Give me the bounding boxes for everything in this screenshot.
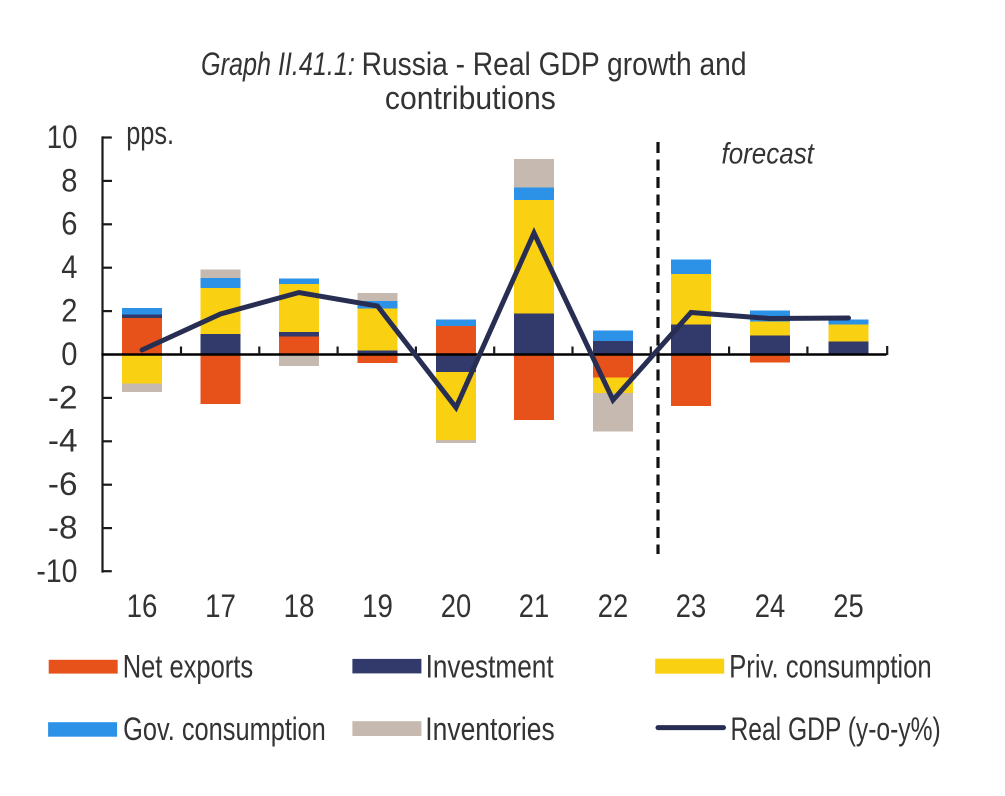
svg-text:17: 17	[205, 588, 236, 624]
svg-text:Net exports: Net exports	[123, 648, 253, 684]
svg-text:18: 18	[284, 588, 315, 624]
svg-text:Gov. consumption: Gov. consumption	[123, 711, 326, 747]
svg-text:10: 10	[47, 119, 78, 155]
svg-text:21: 21	[519, 588, 549, 624]
svg-text:23: 23	[676, 588, 706, 624]
svg-text:Russia - Real GDP growth and: Russia - Real GDP growth and	[362, 46, 747, 82]
svg-text:2: 2	[61, 293, 77, 329]
svg-text:20: 20	[441, 588, 471, 624]
svg-text:Investment: Investment	[426, 648, 554, 684]
svg-text:Priv. consumption: Priv. consumption	[729, 648, 932, 684]
svg-text:-10: -10	[36, 553, 77, 589]
svg-text:contributions: contributions	[385, 80, 556, 116]
svg-text:pps.: pps.	[126, 115, 174, 151]
svg-text:24: 24	[755, 588, 785, 624]
svg-text:19: 19	[362, 588, 393, 624]
svg-text:Graph II.41.1:: Graph II.41.1:	[201, 46, 355, 82]
svg-text:8: 8	[61, 162, 77, 198]
svg-text:25: 25	[833, 588, 863, 624]
svg-text:Real GDP (y-o-y%): Real GDP (y-o-y%)	[731, 711, 941, 747]
svg-text:Inventories: Inventories	[425, 711, 554, 747]
svg-text:forecast: forecast	[722, 137, 816, 170]
svg-text:-6: -6	[48, 466, 78, 502]
svg-text:0: 0	[61, 336, 77, 372]
svg-text:16: 16	[127, 588, 158, 624]
svg-text:-4: -4	[48, 423, 78, 459]
svg-text:4: 4	[61, 249, 77, 285]
svg-text:6: 6	[61, 206, 77, 242]
svg-text:22: 22	[598, 588, 628, 624]
svg-text:-8: -8	[48, 510, 78, 546]
svg-text:-2: -2	[48, 379, 78, 415]
